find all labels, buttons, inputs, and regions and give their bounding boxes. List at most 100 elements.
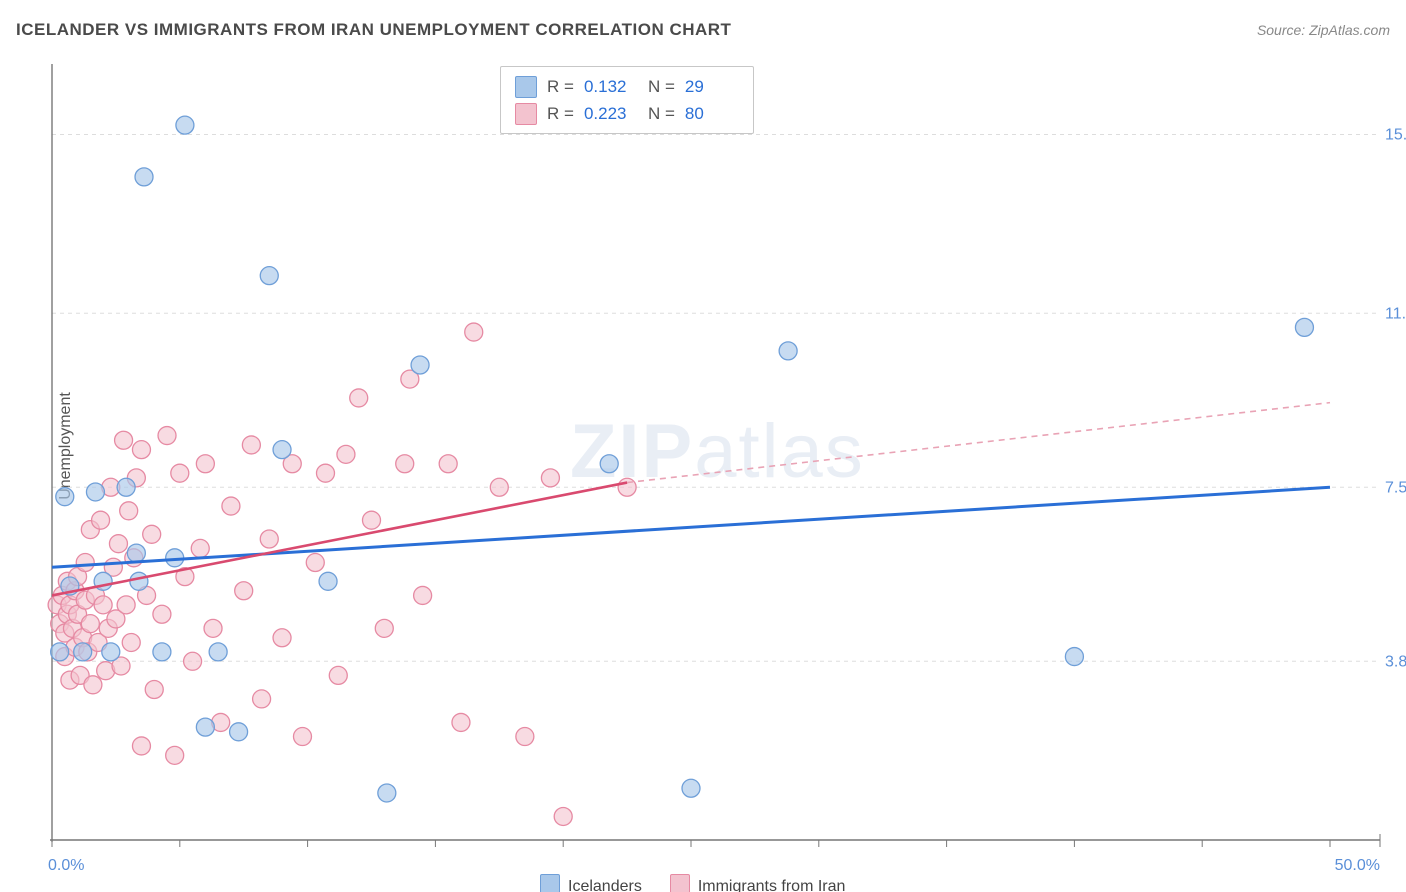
r-label: R = — [547, 100, 574, 127]
scatter-point-iran — [253, 690, 271, 708]
legend-swatch — [515, 76, 537, 98]
scatter-point-icelanders — [779, 342, 797, 360]
correlation-row: R = 0.132 N = 29 — [515, 73, 739, 100]
scatter-point-icelanders — [1295, 318, 1313, 336]
legend-label: Icelanders — [568, 878, 642, 892]
x-tick-min: 0.0% — [48, 857, 84, 874]
scatter-point-iran — [541, 469, 559, 487]
scatter-point-iran — [117, 596, 135, 614]
scatter-point-iran — [554, 807, 572, 825]
n-value: 29 — [685, 73, 739, 100]
correlation-row: R = 0.223 N = 80 — [515, 100, 739, 127]
scatter-point-iran — [235, 582, 253, 600]
scatter-point-icelanders — [196, 718, 214, 736]
scatter-point-iran — [143, 525, 161, 543]
scatter-point-icelanders — [86, 483, 104, 501]
scatter-point-iran — [618, 478, 636, 496]
scatter-point-icelanders — [130, 572, 148, 590]
scatter-point-iran — [153, 605, 171, 623]
scatter-point-icelanders — [117, 478, 135, 496]
scatter-point-iran — [204, 619, 222, 637]
scatter-point-iran — [490, 478, 508, 496]
series-legend: Icelanders Immigrants from Iran — [540, 874, 845, 892]
scatter-point-iran — [191, 539, 209, 557]
r-value: 0.132 — [584, 73, 638, 100]
scatter-point-iran — [363, 511, 381, 529]
scatter-point-iran — [465, 323, 483, 341]
legend-item: Icelanders — [540, 874, 642, 892]
scatter-point-iran — [375, 619, 393, 637]
scatter-point-icelanders — [102, 643, 120, 661]
scatter-point-iran — [166, 746, 184, 764]
scatter-point-iran — [94, 596, 112, 614]
legend-swatch — [540, 874, 560, 892]
scatter-point-icelanders — [378, 784, 396, 802]
scatter-point-icelanders — [176, 116, 194, 134]
scatter-point-iran — [184, 652, 202, 670]
scatter-point-iran — [171, 464, 189, 482]
scatter-point-iran — [242, 436, 260, 454]
scatter-point-iran — [92, 511, 110, 529]
source-attribution: Source: ZipAtlas.com — [1257, 22, 1390, 38]
scatter-point-iran — [84, 676, 102, 694]
scatter-point-iran — [122, 633, 140, 651]
y-tick-label: 15.0% — [1385, 127, 1406, 144]
scatter-point-iran — [81, 615, 99, 633]
scatter-point-icelanders — [209, 643, 227, 661]
scatter-point-iran — [316, 464, 334, 482]
chart-svg: 3.8%7.5%11.2%15.0%0.0%50.0% — [50, 58, 1390, 892]
scatter-point-icelanders — [135, 168, 153, 186]
scatter-point-icelanders — [74, 643, 92, 661]
y-tick-label: 3.8% — [1385, 653, 1406, 670]
x-tick-max: 50.0% — [1335, 857, 1380, 874]
scatter-point-icelanders — [319, 572, 337, 590]
scatter-point-iran — [109, 535, 127, 553]
legend-swatch — [515, 103, 537, 125]
scatter-point-icelanders — [56, 488, 74, 506]
scatter-point-icelanders — [230, 723, 248, 741]
scatter-point-icelanders — [260, 267, 278, 285]
scatter-point-iran — [306, 554, 324, 572]
scatter-point-iran — [120, 502, 138, 520]
scatter-point-icelanders — [273, 441, 291, 459]
chart-title: ICELANDER VS IMMIGRANTS FROM IRAN UNEMPL… — [16, 20, 731, 40]
y-tick-label: 11.2% — [1385, 305, 1406, 322]
scatter-point-icelanders — [600, 455, 618, 473]
n-value: 80 — [685, 100, 739, 127]
scatter-point-iran — [329, 666, 347, 684]
n-label: N = — [648, 100, 675, 127]
scatter-point-icelanders — [153, 643, 171, 661]
legend-swatch — [670, 874, 690, 892]
scatter-point-iran — [293, 728, 311, 746]
correlation-legend-box: R = 0.132 N = 29 R = 0.223 N = 80 — [500, 66, 754, 134]
scatter-point-iran — [132, 441, 150, 459]
scatter-point-iran — [273, 629, 291, 647]
r-value: 0.223 — [584, 100, 638, 127]
scatter-point-icelanders — [51, 643, 69, 661]
scatter-point-iran — [396, 455, 414, 473]
scatter-point-iran — [145, 681, 163, 699]
scatter-point-iran — [414, 586, 432, 604]
trendline-icelanders — [52, 487, 1330, 567]
header-row: ICELANDER VS IMMIGRANTS FROM IRAN UNEMPL… — [16, 20, 1390, 40]
trendline-iran-solid — [52, 483, 627, 596]
scatter-point-icelanders — [682, 779, 700, 797]
scatter-point-iran — [452, 713, 470, 731]
trendline-iran-dashed — [627, 403, 1330, 483]
scatter-point-icelanders — [1065, 648, 1083, 666]
scatter-point-icelanders — [127, 544, 145, 562]
legend-label: Immigrants from Iran — [698, 878, 846, 892]
n-label: N = — [648, 73, 675, 100]
r-label: R = — [547, 73, 574, 100]
scatter-point-iran — [337, 445, 355, 463]
scatter-point-iran — [439, 455, 457, 473]
scatter-point-iran — [132, 737, 150, 755]
legend-item: Immigrants from Iran — [670, 874, 846, 892]
scatter-point-iran — [222, 497, 240, 515]
scatter-point-iran — [115, 431, 133, 449]
scatter-point-iran — [516, 728, 534, 746]
scatter-point-iran — [76, 554, 94, 572]
scatter-point-iran — [196, 455, 214, 473]
scatter-point-icelanders — [411, 356, 429, 374]
scatter-point-iran — [260, 530, 278, 548]
